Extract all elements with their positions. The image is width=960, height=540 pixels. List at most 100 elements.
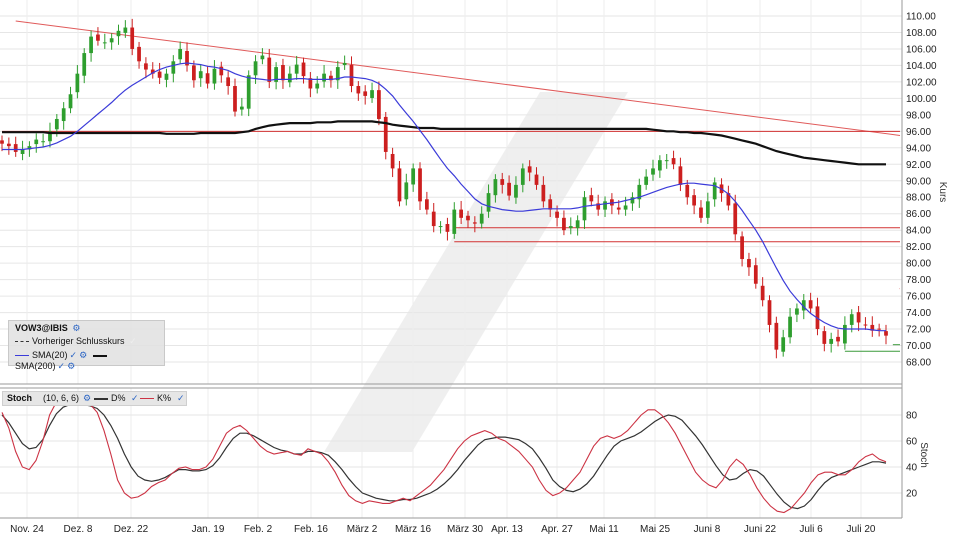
candle-body [75, 73, 80, 93]
y-tick-label: 84.00 [906, 226, 931, 237]
price-y-ticks: 110.00 108.00 106.00 104.00 102.00 100.00 98.0… [906, 12, 937, 369]
candle-body [27, 146, 32, 150]
candle-body [527, 166, 532, 173]
x-tick-label: Nov. 24 [10, 524, 44, 535]
candle-body [726, 193, 731, 206]
candle-body [377, 90, 381, 119]
candle-body [479, 213, 484, 224]
stochastic-lines [1, 398, 887, 514]
candle-body [849, 314, 854, 325]
candle-body [884, 331, 888, 336]
candle-body [198, 71, 203, 79]
y-tick-label: 40 [906, 463, 918, 474]
stoch-k-line [1, 398, 887, 514]
candle-body [705, 201, 710, 218]
x-tick-label: Juni 8 [694, 524, 721, 535]
candle-body [747, 259, 751, 268]
price-axis-title: Kurs [937, 182, 948, 203]
candle-body [452, 209, 457, 234]
y-tick-label: 20 [906, 489, 918, 500]
settings-icon[interactable]: ⚙ [83, 393, 92, 403]
candle-body [281, 65, 285, 81]
candle-body [459, 209, 464, 218]
check-icon[interactable]: ✓ [129, 336, 137, 346]
candle-body [603, 201, 607, 210]
check-icon[interactable]: ✓ [57, 361, 66, 371]
d-swatch-icon [94, 398, 108, 400]
candle-body [596, 203, 601, 210]
y-tick-label: 68.00 [906, 358, 931, 369]
candle-body [541, 184, 546, 202]
y-tick-label: 80 [906, 411, 918, 422]
legend-sma: SMA(20) ✓ ⚙ SMA(200) ✓ ⚙ [15, 350, 164, 372]
check-icon[interactable]: ✓ [131, 393, 139, 403]
candle-body [836, 336, 840, 342]
candle-body [582, 197, 587, 221]
y-tick-label: 102.00 [906, 77, 937, 88]
stoch-d-line [1, 402, 887, 510]
y-tick-label: 70.00 [906, 341, 931, 352]
candle-body [767, 300, 772, 325]
candle-body [96, 34, 100, 41]
legend-prev-close: Vorheriger Schlusskurs ✓ [15, 336, 137, 347]
candle-body [712, 182, 717, 200]
candle-body [534, 174, 539, 185]
candle-body [630, 197, 635, 204]
candle-body [260, 55, 265, 60]
candle-body [877, 328, 882, 330]
candle-body [685, 184, 690, 198]
candle-body [171, 61, 176, 74]
y-tick-label: 90.00 [906, 176, 931, 187]
stoch-legend-params: (10, 6, 6) [43, 393, 80, 403]
settings-icon[interactable]: ⚙ [79, 350, 88, 360]
y-tick-label: 86.00 [906, 209, 931, 220]
candle-body [760, 285, 765, 301]
k-swatch-icon [140, 398, 154, 399]
settings-icon[interactable]: ⚙ [72, 323, 81, 333]
candle-body [568, 226, 573, 229]
candle-body [404, 182, 409, 200]
candle-body [520, 168, 525, 185]
y-tick-label: 78.00 [906, 275, 931, 286]
stoch-legend-d: D% [111, 393, 126, 403]
candle-body [20, 149, 25, 154]
candle-body [795, 308, 799, 315]
watermark-logo [324, 92, 628, 452]
check-icon[interactable]: ✓ [69, 350, 78, 360]
candle-body [486, 193, 491, 212]
y-tick-label: 88.00 [906, 193, 931, 204]
candle-body [356, 86, 361, 94]
candle-body [315, 83, 320, 89]
settings-icon[interactable]: ⚙ [67, 361, 76, 371]
candle-body [424, 199, 429, 210]
candle-body [239, 106, 244, 110]
candle-body [843, 324, 847, 344]
candle-body [363, 91, 368, 96]
candle-body [575, 220, 580, 229]
moving-averages [2, 62, 886, 332]
sma20-swatch-icon [15, 355, 29, 357]
candle-body [493, 179, 498, 196]
support-resistance-lines [2, 20, 901, 352]
candle-body [610, 199, 614, 206]
candle-body [822, 331, 827, 344]
candle-body [616, 207, 621, 210]
candle-body [651, 168, 655, 175]
candle-body [664, 160, 669, 162]
candle-body [34, 139, 39, 145]
candle-body [472, 222, 477, 224]
check-icon[interactable]: ✓ [177, 393, 185, 403]
x-tick-label: März 30 [447, 524, 484, 535]
candle-body [54, 118, 59, 130]
candle-body [644, 176, 649, 185]
candle-body [116, 30, 121, 37]
candle-body [205, 73, 210, 84]
candle-body [13, 144, 18, 152]
y-tick-label: 100.00 [906, 94, 937, 105]
candle-body [390, 153, 395, 169]
candle-body [514, 184, 518, 198]
candle-body [370, 90, 374, 98]
candle-body [692, 195, 696, 206]
candle-body [623, 205, 628, 210]
